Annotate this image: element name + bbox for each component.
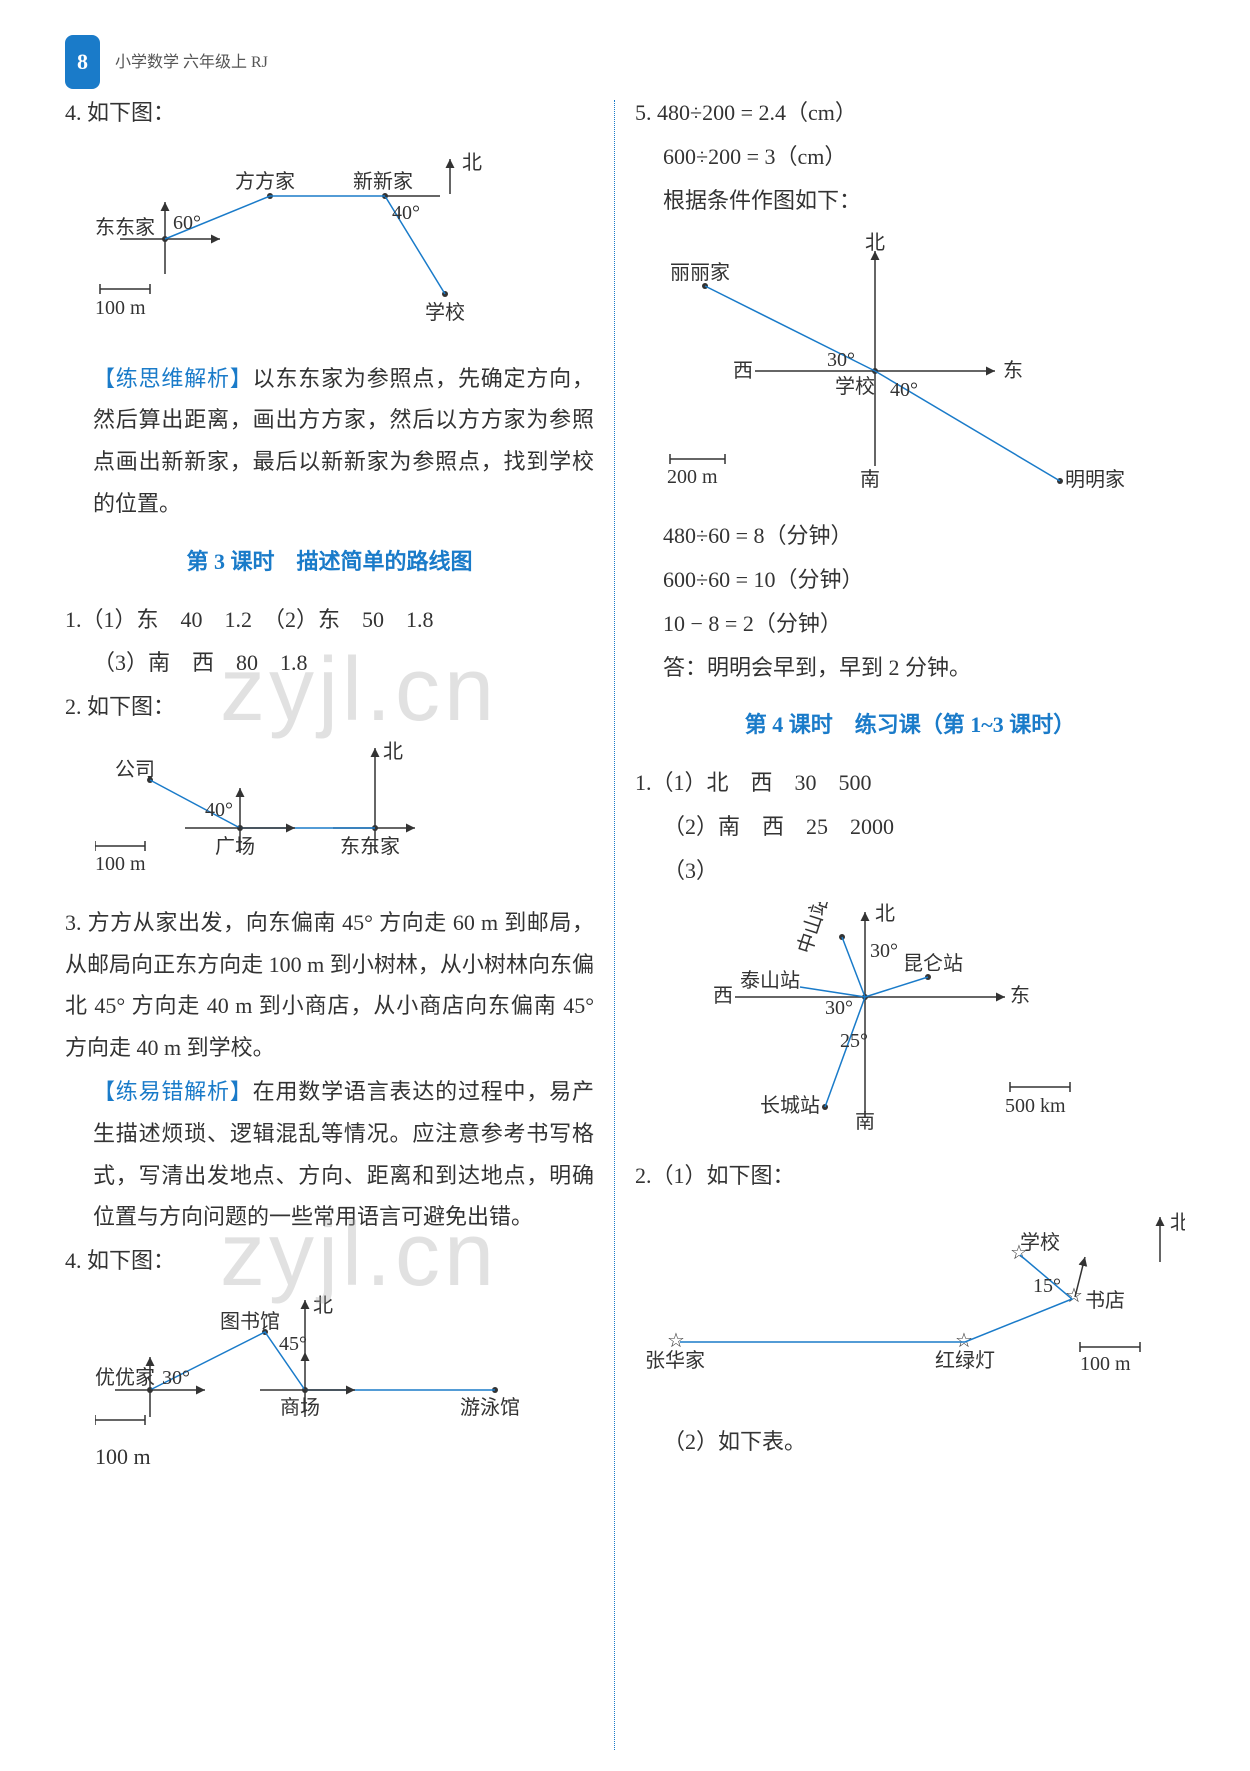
- square-label: 广场: [215, 835, 255, 858]
- svg-text:☆: ☆: [667, 1330, 685, 1352]
- angle-30: 30°: [162, 1367, 190, 1389]
- s4-q2-title: 2.（1）如下图：: [635, 1155, 1185, 1197]
- q5-answer: 答：明明会早到，早到 2 分钟。: [635, 647, 1185, 689]
- right-column: 5. 480÷200 = 2.4（cm） 600÷200 = 3（cm） 根据条…: [635, 90, 1185, 1750]
- q4-title: 4. 如下图：: [65, 92, 594, 134]
- s3-q1-line2: （3）南 西 80 1.8: [65, 642, 594, 684]
- angle-40: 40°: [890, 379, 918, 401]
- content-area: 4. 如下图： 北 东: [65, 90, 1185, 1750]
- angle-30b: 30°: [825, 997, 853, 1019]
- south-label: 南: [860, 468, 880, 491]
- s3-q4-diagram: 北 优优家 图书馆 商场 游泳馆 45° 30°: [95, 1292, 594, 1478]
- angle-45: 45°: [279, 1333, 307, 1355]
- s4-q1-line2: （2）南 西 25 2000: [635, 806, 1185, 848]
- light-label: 红绿灯: [935, 1349, 995, 1372]
- q5-diagram: 北 南 东 西 丽丽家 学校 明明家 30° 40° 200 m: [665, 231, 1185, 505]
- page-number: 8: [65, 35, 100, 89]
- q4-analysis: 【练思维解析】以东东家为参照点，先确定方向，然后算出距离，画出方方家，然后以方方…: [65, 358, 594, 525]
- east-label: 东: [1003, 359, 1023, 382]
- q4-diagram: 北 东东家 方方家 新新家 学校 60° 40°: [95, 144, 594, 348]
- dongdong-label: 东东家: [340, 835, 400, 858]
- scale: 500 km: [1005, 1095, 1066, 1117]
- q5-calc-3: 根据条件作图如下：: [635, 180, 1185, 222]
- s4-q1-line3: （3）: [635, 850, 1185, 892]
- s4-q1-line1: 1.（1）北 西 30 500: [635, 762, 1185, 804]
- s4-q2-diagram: 北 ☆ ☆ ☆ ☆ 张华家 红绿灯 书店 学校 15° 100 m: [645, 1207, 1185, 1411]
- bookstore-label: 书店: [1085, 1289, 1125, 1312]
- angle-15: 15°: [1033, 1275, 1061, 1297]
- angle-30: 30°: [827, 349, 855, 371]
- section-4-title: 第 4 课时 练习课（第 1~3 课时）: [635, 704, 1185, 746]
- dongdong-label: 东东家: [95, 216, 155, 239]
- angle-25: 25°: [840, 1030, 868, 1052]
- kunlun-label: 昆仑站: [903, 952, 963, 975]
- scale: 100 m: [1080, 1353, 1131, 1375]
- left-column: 4. 如下图： 北 东: [65, 90, 594, 1750]
- school-label: 学校: [1020, 1231, 1060, 1254]
- west-label: 西: [713, 985, 733, 1007]
- page-header: 小学数学 六年级上 RJ: [115, 48, 268, 78]
- north-label: 北: [865, 231, 885, 254]
- angle-40: 40°: [392, 202, 420, 224]
- north-label: 北: [875, 902, 895, 925]
- company-label: 公司: [115, 759, 155, 781]
- school-label: 学校: [425, 301, 465, 324]
- library-label: 图书馆: [220, 1310, 280, 1333]
- lili-label: 丽丽家: [670, 261, 730, 284]
- south-label: 南: [855, 1110, 875, 1132]
- q5-calc2-2: 600÷60 = 10（分钟）: [635, 559, 1185, 601]
- scale: 100 m: [95, 297, 146, 319]
- s3-q2-title: 2. 如下图：: [65, 686, 594, 728]
- pool-label: 游泳馆: [460, 1396, 520, 1419]
- scale: 100 m: [95, 853, 146, 875]
- s4-q2-part2: （2）如下表。: [635, 1421, 1185, 1463]
- section-3-title: 第 3 课时 描述简单的路线图: [65, 541, 594, 583]
- analysis-label: 【练思维解析】: [93, 366, 253, 391]
- north-label: 北: [1170, 1211, 1185, 1234]
- s3-q3-text: 3. 方方从家出发，向东偏南 45° 方向走 60 m 到邮局，从邮局向正东方向…: [65, 902, 594, 1069]
- q5-calc-2: 600÷200 = 3（cm）: [635, 136, 1185, 178]
- west-label: 西: [733, 360, 753, 382]
- east-label: 东: [1010, 984, 1030, 1007]
- s3-q4-title: 4. 如下图：: [65, 1240, 594, 1282]
- north-label: 北: [462, 151, 482, 174]
- scale: 100 m: [95, 1436, 594, 1478]
- zhanghua-label: 张华家: [645, 1349, 705, 1372]
- q5-calc2-3: 10 − 8 = 2（分钟）: [635, 603, 1185, 645]
- scale: 200 m: [667, 466, 718, 488]
- taishan-label: 泰山站: [740, 969, 800, 992]
- svg-text:☆: ☆: [955, 1330, 973, 1352]
- column-divider: [614, 100, 615, 1750]
- q5-calc-1: 5. 480÷200 = 2.4（cm）: [635, 92, 1185, 134]
- analysis-label-2: 【练易错解析】: [93, 1079, 253, 1104]
- north-label: 北: [313, 1294, 333, 1317]
- north-label: 北: [383, 740, 403, 763]
- angle-40: 40°: [205, 799, 233, 821]
- youyou-label: 优优家: [95, 1366, 155, 1389]
- angle-60: 60°: [173, 212, 201, 234]
- school-label: 学校: [835, 375, 875, 398]
- s3-q3-analysis: 【练易错解析】在用数学语言表达的过程中，易产生描述烦琐、逻辑混乱等情况。应注意参…: [65, 1071, 594, 1238]
- s3-q1-line1: 1.（1）东 40 1.2 （2）东 50 1.8: [65, 599, 594, 641]
- mall-label: 商场: [280, 1396, 320, 1419]
- mingming-label: 明明家: [1065, 468, 1125, 491]
- s4-q1-diagram: 北 南 东 西 泰山站 昆仑站 长城站 中山站 30° 30° 25°: [665, 902, 1185, 1146]
- angle-30: 30°: [870, 940, 898, 962]
- fangfang-label: 方方家: [235, 170, 295, 193]
- greatwall-label: 长城站: [760, 1094, 820, 1117]
- q5-calc2-1: 480÷60 = 8（分钟）: [635, 515, 1185, 557]
- zhongshan-label: 中山站: [793, 902, 833, 956]
- xinxin-label: 新新家: [353, 170, 413, 193]
- s3-q2-diagram: 北 公司 广场 东东家 40° 100 m: [95, 738, 594, 892]
